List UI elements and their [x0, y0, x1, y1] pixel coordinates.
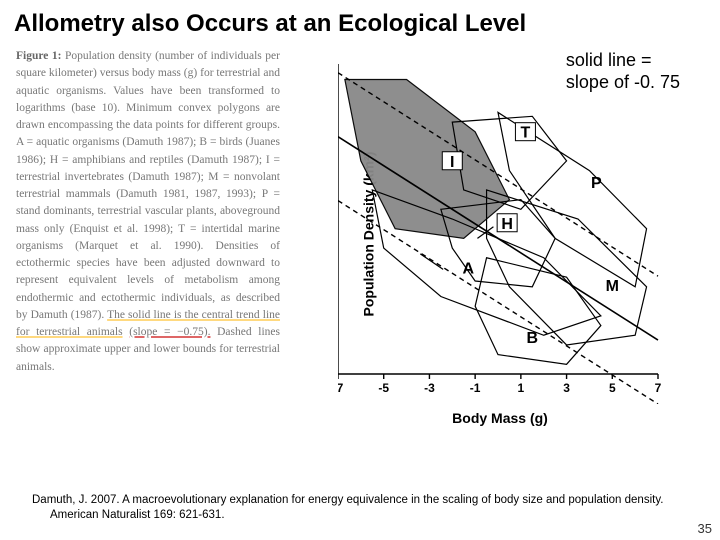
- svg-text:B: B: [527, 330, 539, 347]
- svg-text:T: T: [521, 125, 531, 142]
- svg-text:P: P: [591, 175, 602, 192]
- x-axis-label: Body Mass (g): [452, 410, 548, 426]
- slide-title: Allometry also Occurs at an Ecological L…: [0, 0, 720, 44]
- svg-text:I: I: [450, 154, 454, 171]
- svg-text:1: 1: [518, 381, 525, 395]
- chart-wrap: Population Density (km²) Body Mass (g) -…: [290, 44, 710, 424]
- citation-text: Damuth, J. 2007. A macroevolutionary exp…: [22, 493, 680, 522]
- svg-text:-3: -3: [424, 381, 435, 395]
- svg-text:5: 5: [609, 381, 616, 395]
- chart-svg: -7-5-3-11357-4-2024681012ITPHAMB: [338, 64, 678, 404]
- chart-area: solid line = slope of -0. 75 Population …: [290, 44, 710, 424]
- figure-caption: Figure 1: Population density (number of …: [10, 44, 290, 424]
- svg-text:A: A: [463, 260, 475, 277]
- svg-text:3: 3: [563, 381, 570, 395]
- svg-text:7: 7: [655, 381, 662, 395]
- caption-body-a: Population density (number of individual…: [16, 50, 280, 321]
- svg-text:M: M: [606, 278, 619, 295]
- page-number: 35: [698, 521, 712, 536]
- caption-lead: Figure 1:: [16, 50, 61, 62]
- content-row: Figure 1: Population density (number of …: [0, 44, 720, 424]
- caption-underline-2: (slope = −0.75).: [129, 326, 210, 338]
- svg-text:-1: -1: [470, 381, 481, 395]
- svg-text:H: H: [501, 216, 513, 233]
- svg-text:-7: -7: [338, 381, 344, 395]
- svg-text:-5: -5: [378, 381, 389, 395]
